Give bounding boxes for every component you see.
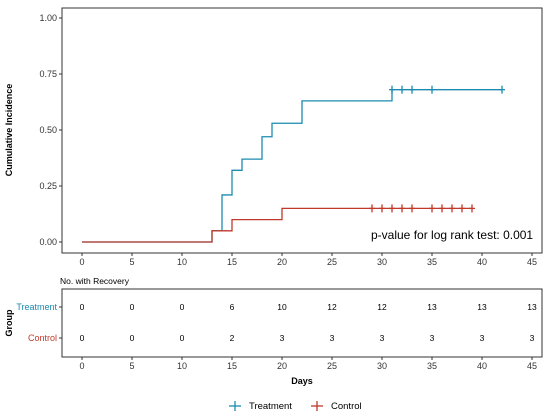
risk-table-frame — [62, 289, 542, 357]
y-tick-label: 0.75 — [39, 69, 57, 79]
control-censor-mark — [429, 204, 435, 212]
y-tick-label: 1.00 — [39, 13, 57, 23]
risk-cell-control: 2 — [230, 333, 235, 343]
risk-table-title: No. with Recovery — [60, 276, 130, 286]
x-tick-label: 40 — [477, 361, 487, 371]
x-tick-label: 10 — [177, 361, 187, 371]
risk-cell-control: 3 — [480, 333, 485, 343]
x-tick-label: 0 — [79, 257, 84, 267]
control-censor-mark — [469, 204, 475, 212]
risk-cell-treatment: 0 — [180, 302, 185, 312]
risk-cell-treatment: 0 — [80, 302, 85, 312]
control-censor-mark — [389, 204, 395, 212]
incidence-panel: 0.000.250.500.751.00 0 5 10 15 20 25 30 35 40 45 … — [4, 8, 542, 267]
risk-cell-control: 3 — [380, 333, 385, 343]
risk-table-y-title: Group — [4, 309, 14, 336]
x-tick-label: 15 — [227, 257, 237, 267]
y-axis-title: Cumulative Incidence — [4, 84, 14, 177]
series-lines — [82, 86, 505, 242]
risk-cell-control: 0 — [130, 333, 135, 343]
x-tick-label: 40 — [477, 257, 487, 267]
control-censor-mark — [459, 204, 465, 212]
legend-item-control: Control — [311, 401, 362, 412]
risk-cell-treatment: 12 — [377, 302, 387, 312]
risk-cell-treatment: 10 — [277, 302, 287, 312]
risk-cell-control: 0 — [180, 333, 185, 343]
risk-row-label-treatment: Treatment — [16, 302, 57, 312]
treatment-censor-mark — [499, 86, 505, 94]
x-tick-label: 30 — [377, 361, 387, 371]
legend-label: Control — [331, 401, 362, 412]
risk-cell-control: 3 — [430, 333, 435, 343]
plot-frame — [62, 8, 542, 253]
x-tick-label: 0 — [79, 361, 84, 371]
risk-cell-treatment: 13 — [477, 302, 487, 312]
risk-row-label-control: Control — [28, 333, 57, 343]
x-axis-title: Days — [291, 376, 313, 386]
treatment-censor-mark — [399, 86, 405, 94]
x-tick-label: 5 — [129, 361, 134, 371]
x-tick-label: 5 — [129, 257, 134, 267]
x-tick-label: 35 — [427, 257, 437, 267]
x-tick-label: 45 — [527, 257, 537, 267]
x-tick-label: 25 — [327, 361, 337, 371]
treatment-censor-mark — [429, 86, 435, 94]
x-tick-label: 30 — [377, 257, 387, 267]
control-censor-mark — [449, 204, 455, 212]
risk-cell-control: 3 — [330, 333, 335, 343]
y-tick-label: 0.50 — [39, 125, 57, 135]
risk-cell-treatment: 6 — [230, 302, 235, 312]
risk-table-rows: Treatment 0 0 0 6 10 12 12 13 13 13 Control 0 0 0 2 3 3 3 3… — [16, 302, 537, 343]
treatment-censor-mark — [409, 86, 415, 94]
control-censor-mark — [369, 204, 375, 212]
y-tick-label: 0.00 — [39, 237, 57, 247]
x-axis: 0 5 10 15 20 25 30 35 40 45 — [79, 253, 537, 267]
risk-cell-treatment: 0 — [130, 302, 135, 312]
legend-item-treatment: Treatment — [229, 401, 292, 412]
treatment-step-line — [82, 90, 502, 242]
logrank-annotation: p-value for log rank test: 0.001 — [371, 228, 533, 242]
risk-cell-treatment: 13 — [427, 302, 437, 312]
x-tick-label: 25 — [327, 257, 337, 267]
y-axis: 0.00 0.25 0.50 0.75 1.00 — [39, 13, 62, 247]
risk-cell-treatment: 12 — [327, 302, 337, 312]
y-tick-label: 0.25 — [39, 181, 57, 191]
risk-cell-control: 3 — [280, 333, 285, 343]
risk-cell-control: 0 — [80, 333, 85, 343]
risk-cell-treatment: 13 — [527, 302, 537, 312]
x-tick-label: 10 — [177, 257, 187, 267]
x-tick-label: 15 — [227, 361, 237, 371]
legend-label: Treatment — [249, 401, 292, 412]
treatment-censor-mark — [389, 86, 395, 94]
x-tick-label: 45 — [527, 361, 537, 371]
x-tick-label: 35 — [427, 361, 437, 371]
control-censor-mark — [439, 204, 445, 212]
risk-cell-control: 3 — [530, 333, 535, 343]
control-censor-mark — [399, 204, 405, 212]
risk-table-panel: No. with Recovery Treatment 0 0 0 6 10 12 12 13 1… — [4, 276, 542, 386]
x-tick-label: 20 — [277, 361, 287, 371]
risk-table-x-axis: 0 5 10 15 20 25 30 35 40 45 — [79, 357, 537, 371]
x-tick-label: 20 — [277, 257, 287, 267]
control-censor-mark — [379, 204, 385, 212]
legend: Treatment Control — [229, 401, 362, 412]
control-censor-mark — [409, 204, 415, 212]
